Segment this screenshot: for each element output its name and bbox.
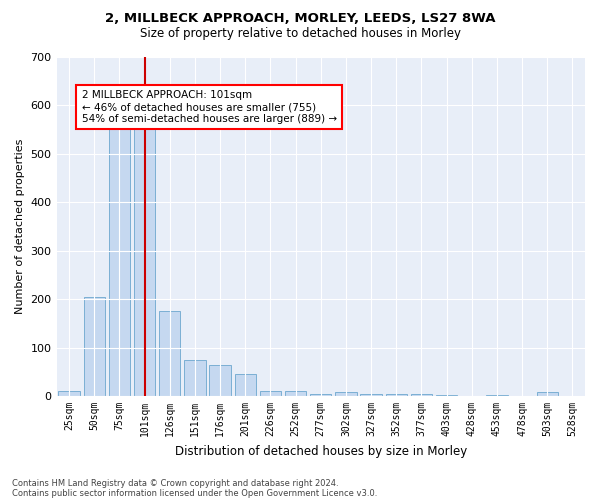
Bar: [235, 374, 256, 396]
Text: 2 MILLBECK APPROACH: 101sqm
← 46% of detached houses are smaller (755)
54% of se: 2 MILLBECK APPROACH: 101sqm ← 46% of det…: [82, 90, 337, 124]
Y-axis label: Number of detached properties: Number of detached properties: [15, 138, 25, 314]
Bar: [536, 392, 558, 396]
Bar: [436, 394, 457, 396]
Text: Size of property relative to detached houses in Morley: Size of property relative to detached ho…: [139, 28, 461, 40]
Bar: [83, 296, 105, 396]
Bar: [486, 394, 508, 396]
Bar: [310, 394, 331, 396]
Text: 2, MILLBECK APPROACH, MORLEY, LEEDS, LS27 8WA: 2, MILLBECK APPROACH, MORLEY, LEEDS, LS2…: [105, 12, 495, 26]
Bar: [58, 391, 80, 396]
Bar: [109, 127, 130, 396]
Bar: [134, 122, 155, 396]
Bar: [159, 311, 181, 396]
Bar: [386, 394, 407, 396]
Bar: [411, 394, 432, 396]
Bar: [260, 391, 281, 396]
Bar: [285, 391, 307, 396]
Bar: [209, 364, 231, 396]
X-axis label: Distribution of detached houses by size in Morley: Distribution of detached houses by size …: [175, 444, 467, 458]
Text: Contains HM Land Registry data © Crown copyright and database right 2024.: Contains HM Land Registry data © Crown c…: [12, 478, 338, 488]
Bar: [184, 360, 206, 396]
Text: Contains public sector information licensed under the Open Government Licence v3: Contains public sector information licen…: [12, 488, 377, 498]
Bar: [335, 392, 356, 396]
Bar: [361, 394, 382, 396]
